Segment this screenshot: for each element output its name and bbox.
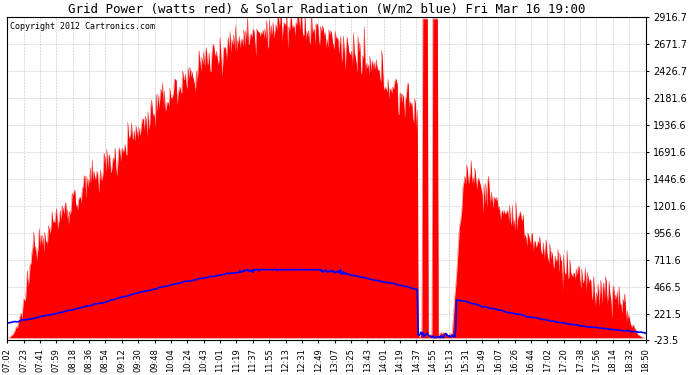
Text: Copyright 2012 Cartronics.com: Copyright 2012 Cartronics.com (10, 22, 155, 31)
Title: Grid Power (watts red) & Solar Radiation (W/m2 blue) Fri Mar 16 19:00: Grid Power (watts red) & Solar Radiation… (68, 3, 585, 16)
